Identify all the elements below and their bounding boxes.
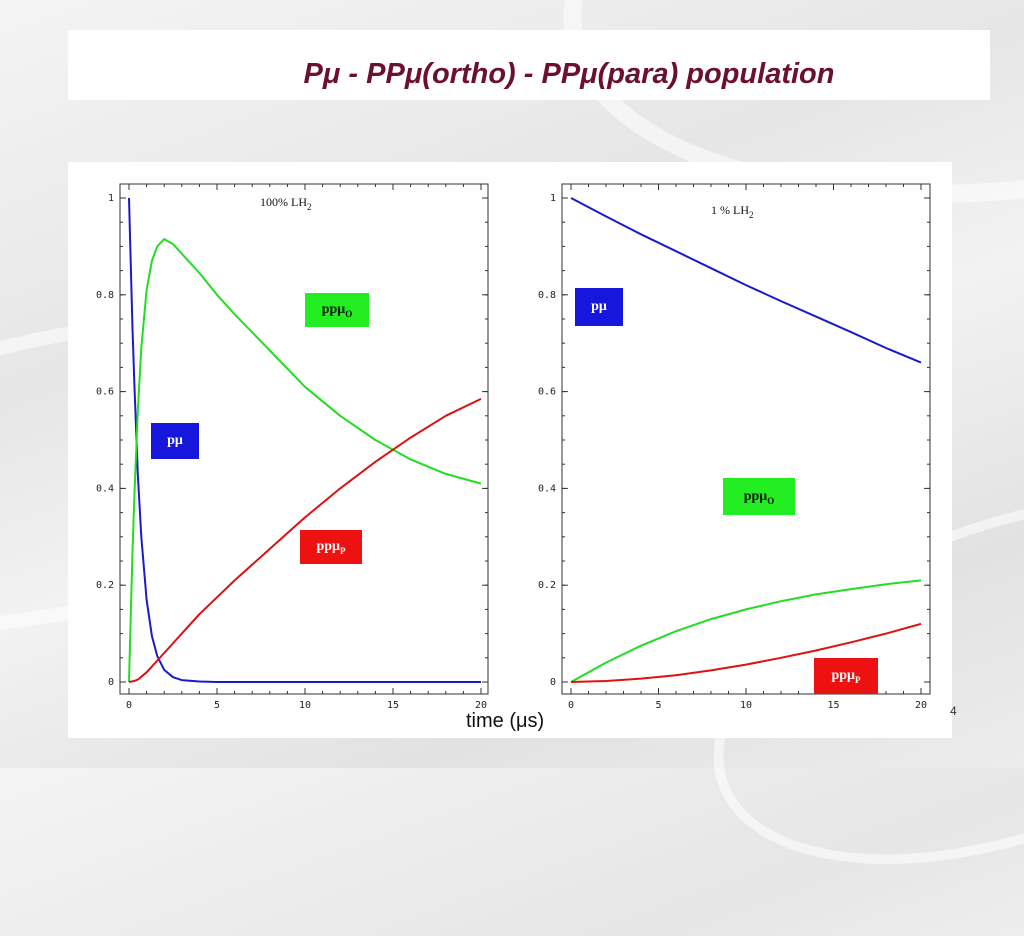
y-tick-label: 0.8 — [538, 290, 556, 301]
label-text: ppμ — [743, 489, 768, 504]
x-axis-label: time (μs) — [466, 710, 544, 733]
x-axis-label-suffix: ) — [537, 710, 545, 732]
series-line-1-1 — [570, 579, 922, 683]
figure-panel: 0 0.2 0.4 0.6 0.8 1 0 5 10 15 20 100% LH2 0 0.2 0.4 0.6… — [68, 162, 952, 738]
y-tick-label: 0.6 — [538, 387, 556, 398]
series-line-1-0 — [570, 197, 922, 364]
concentration-annotation: 100% LH2 — [260, 195, 312, 212]
plot-frame-0 — [119, 183, 489, 695]
label-sub: P — [340, 545, 346, 556]
y-tick-label: 1 — [108, 193, 114, 204]
label-pmu-left: pμ — [151, 423, 199, 459]
x-tick-label: 20 — [475, 700, 487, 711]
y-tick-label: 0 — [108, 677, 114, 688]
x-tick-label: 15 — [827, 700, 839, 711]
y-tick-label: 0 — [550, 677, 556, 688]
label-ppmu-para-right: ppμP — [814, 658, 878, 694]
slide-title: Pμ - PPμ(ortho) - PPμ(para) population — [303, 58, 835, 90]
series-line-0-2 — [128, 397, 482, 683]
label-text: pμ — [591, 299, 607, 314]
label-text: pμ — [167, 433, 183, 448]
x-axis-label-unit: μs — [516, 710, 538, 732]
label-text: ppμ — [831, 668, 855, 683]
concentration-annotation: 1 % LH2 — [711, 203, 754, 220]
label-ppmu-para-left: ppμP — [300, 530, 362, 564]
label-ppmu-ortho-left: ppμO — [305, 293, 369, 327]
x-axis-label-prefix: time ( — [466, 710, 516, 732]
label-text: ppμ — [321, 302, 346, 317]
label-pmu-right: pμ — [575, 288, 623, 326]
page-number: 4 — [950, 704, 957, 718]
y-tick-label: 0.4 — [538, 483, 556, 494]
y-tick-label: 0.2 — [96, 580, 114, 591]
label-sub: O — [767, 495, 775, 506]
x-tick-label: 0 — [568, 700, 574, 711]
label-ppmu-ortho-right: ppμO — [723, 478, 795, 515]
series-line-0-0 — [128, 197, 481, 683]
x-tick-label: 0 — [126, 700, 132, 711]
label-sub: P — [855, 674, 861, 685]
y-tick-label: 0.2 — [538, 580, 556, 591]
y-tick-label: 0.6 — [96, 387, 114, 398]
x-tick-label: 10 — [299, 700, 311, 711]
label-text: ppμ — [316, 539, 340, 554]
y-tick-label: 0.4 — [96, 483, 114, 494]
title-band: Pμ - PPμ(ortho) - PPμ(para) population — [68, 30, 990, 100]
series-line-0-1 — [128, 238, 482, 683]
y-tick-label: 1 — [550, 193, 556, 204]
plot-frame-1 — [561, 183, 931, 695]
label-sub: O — [345, 308, 353, 319]
y-tick-label: 0.8 — [96, 290, 114, 301]
x-tick-label: 5 — [655, 700, 661, 711]
x-tick-label: 10 — [740, 700, 752, 711]
x-tick-label: 20 — [915, 700, 927, 711]
x-tick-label: 5 — [214, 700, 220, 711]
series-line-1-2 — [570, 622, 922, 683]
x-tick-label: 15 — [387, 700, 399, 711]
